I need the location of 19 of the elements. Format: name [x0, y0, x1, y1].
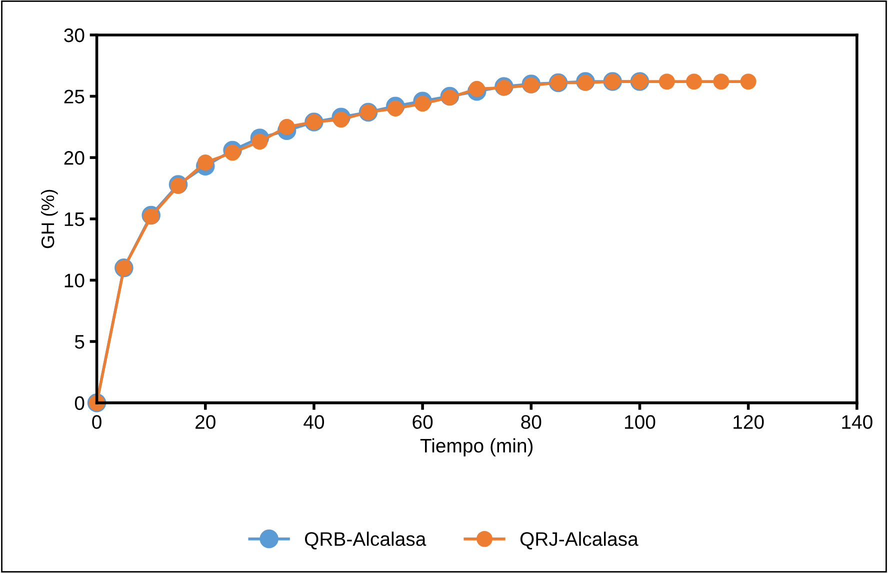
x-tick-label: 40: [304, 415, 324, 429]
x-tick-label: 60: [412, 415, 433, 429]
y-axis-title: GH (%): [40, 190, 58, 248]
x-tick-label: 20: [196, 415, 216, 429]
x-tick-label: 100: [625, 415, 656, 429]
y-tick-label: 15: [64, 212, 84, 226]
y-tick-label: 30: [64, 28, 84, 42]
y-tick-label: 20: [64, 151, 84, 165]
legend-label: QRJ-Alcalasa: [520, 532, 638, 550]
x-tick-label: 80: [521, 415, 542, 429]
x-axis-title: Tiempo (min): [420, 438, 533, 456]
y-tick-label: 5: [74, 335, 84, 349]
y-tick-label: 25: [64, 90, 84, 104]
x-tick-label: 0: [92, 415, 102, 429]
x-tick-label: 140: [842, 415, 872, 429]
y-tick-label: 10: [64, 274, 84, 288]
legend-label: QRB-Alcalasa: [304, 532, 426, 550]
y-tick-label: 0: [74, 396, 84, 410]
x-tick-label: 120: [734, 415, 764, 429]
